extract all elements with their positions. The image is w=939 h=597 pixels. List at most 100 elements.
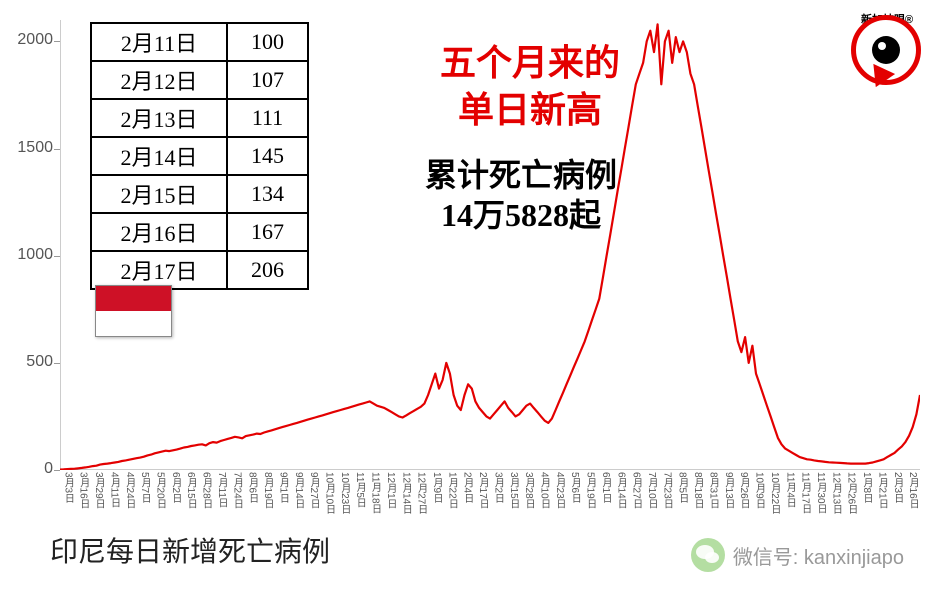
wechat-label: 微信号: kanxinjiapo [733, 541, 904, 570]
x-tick-label: 8月18日 [690, 472, 705, 522]
y-tick-label: 1000 [8, 246, 53, 264]
x-tick-label: 4月10日 [536, 472, 551, 522]
x-tick-label: 7月24日 [229, 472, 244, 522]
x-tick-label: 11月17日 [797, 472, 812, 522]
x-tick-label: 2月16日 [905, 472, 920, 522]
x-tick-label: 12月13日 [828, 472, 843, 522]
y-tick-label: 0 [8, 460, 53, 478]
y-tick-label: 500 [8, 353, 53, 371]
recent-data-table: 2月11日1002月12日1072月13日1112月14日1452月15日134… [90, 22, 309, 290]
x-tick-label: 11月4日 [782, 472, 797, 522]
x-tick-label: 10月22日 [767, 472, 782, 522]
table-date-cell: 2月13日 [91, 99, 227, 137]
table-value-cell: 111 [227, 99, 308, 137]
headline-red-line2: 单日新高 [440, 87, 620, 134]
x-tick-label: 12月1日 [383, 472, 398, 522]
table-row: 2月13日111 [91, 99, 308, 137]
x-tick-label: 8月19日 [260, 472, 275, 522]
x-tick-label: 10月9日 [751, 472, 766, 522]
table-date-cell: 2月12日 [91, 61, 227, 99]
x-tick-label: 11月30日 [813, 472, 828, 522]
x-tick-label: 6月27日 [628, 472, 643, 522]
table-date-cell: 2月17日 [91, 251, 227, 289]
table-value-cell: 145 [227, 137, 308, 175]
x-tick-label: 7月10日 [644, 472, 659, 522]
flag-red-stripe [96, 286, 171, 311]
x-tick-label: 10月10日 [321, 472, 336, 522]
headline-black-line1: 累计死亡病例 [425, 155, 617, 195]
x-tick-label: 3月2日 [490, 472, 505, 522]
x-tick-label: 1月22日 [444, 472, 459, 522]
x-tick-label: 6月2日 [168, 472, 183, 522]
x-tick-label: 6月1日 [598, 472, 613, 522]
x-tick-label: 4月11日 [106, 472, 121, 522]
headline-cumulative: 累计死亡病例 14万5828起 [425, 155, 617, 235]
x-tick-label: 9月1日 [275, 472, 290, 522]
table-date-cell: 2月14日 [91, 137, 227, 175]
x-tick-label: 3月16日 [75, 472, 90, 522]
chart-title: 印尼每日新增死亡病例 [50, 530, 330, 570]
table-row: 2月12日107 [91, 61, 308, 99]
eye-icon [851, 15, 921, 85]
x-tick-label: 11月18日 [367, 472, 382, 522]
table-date-cell: 2月11日 [91, 23, 227, 61]
x-axis: 3月3日3月16日3月29日4月11日4月24日5月7日5月20日6月2日6月1… [60, 470, 920, 520]
x-tick-label: 1月9日 [429, 472, 444, 522]
x-tick-label: 7月23日 [659, 472, 674, 522]
x-tick-label: 3月28日 [521, 472, 536, 522]
x-tick-label: 6月14日 [613, 472, 628, 522]
x-tick-label: 6月15日 [183, 472, 198, 522]
x-tick-label: 6月28日 [198, 472, 213, 522]
y-tick-label: 2000 [8, 31, 53, 49]
x-tick-label: 2月17日 [475, 472, 490, 522]
x-tick-label: 5月7日 [137, 472, 152, 522]
x-tick-label: 12月27日 [413, 472, 428, 522]
x-tick-label: 9月26日 [736, 472, 751, 522]
table-row: 2月17日206 [91, 251, 308, 289]
x-tick-label: 3月29日 [91, 472, 106, 522]
x-tick-label: 12月14日 [398, 472, 413, 522]
x-tick-label: 10月23日 [336, 472, 351, 522]
table-row: 2月14日145 [91, 137, 308, 175]
wechat-watermark: 微信号: kanxinjiapo [691, 538, 904, 572]
x-tick-label: 3月15日 [505, 472, 520, 522]
x-tick-label: 1月21日 [874, 472, 889, 522]
flag-white-stripe [96, 311, 171, 336]
headline-red-line1: 五个月来的 [440, 40, 620, 87]
table-date-cell: 2月15日 [91, 175, 227, 213]
x-tick-label: 1月8日 [859, 472, 874, 522]
table-value-cell: 167 [227, 213, 308, 251]
y-tick-label: 1500 [8, 139, 53, 157]
x-tick-label: 9月27日 [306, 472, 321, 522]
chart-container: 新加坡眼® 0500100015002000 3月3日3月16日3月29日4月1… [0, 0, 939, 597]
headline-highlight: 五个月来的 单日新高 [440, 40, 620, 134]
table-value-cell: 107 [227, 61, 308, 99]
x-tick-label: 5月19日 [582, 472, 597, 522]
x-tick-label: 11月5日 [352, 472, 367, 522]
x-tick-label: 5月6日 [567, 472, 582, 522]
x-tick-label: 7月11日 [214, 472, 229, 522]
x-tick-label: 8月31日 [705, 472, 720, 522]
indonesia-flag-icon [95, 285, 172, 337]
table-value-cell: 134 [227, 175, 308, 213]
x-tick-label: 12月26日 [843, 472, 858, 522]
x-tick-label: 9月14日 [290, 472, 305, 522]
x-tick-label: 4月23日 [552, 472, 567, 522]
x-tick-label: 4月24日 [121, 472, 136, 522]
x-tick-label: 2月4日 [459, 472, 474, 522]
wechat-icon [691, 538, 725, 572]
x-tick-label: 8月5日 [674, 472, 689, 522]
table-row: 2月11日100 [91, 23, 308, 61]
table-row: 2月16日167 [91, 213, 308, 251]
table-value-cell: 206 [227, 251, 308, 289]
table-row: 2月15日134 [91, 175, 308, 213]
x-tick-label: 2月3日 [889, 472, 904, 522]
table-date-cell: 2月16日 [91, 213, 227, 251]
headline-black-line2: 14万5828起 [425, 195, 617, 235]
x-tick-label: 3月3日 [60, 472, 75, 522]
x-tick-label: 5月20日 [152, 472, 167, 522]
x-tick-label: 8月6日 [244, 472, 259, 522]
x-tick-label: 9月13日 [720, 472, 735, 522]
table-value-cell: 100 [227, 23, 308, 61]
brand-logo: 新加坡眼® [851, 15, 921, 85]
